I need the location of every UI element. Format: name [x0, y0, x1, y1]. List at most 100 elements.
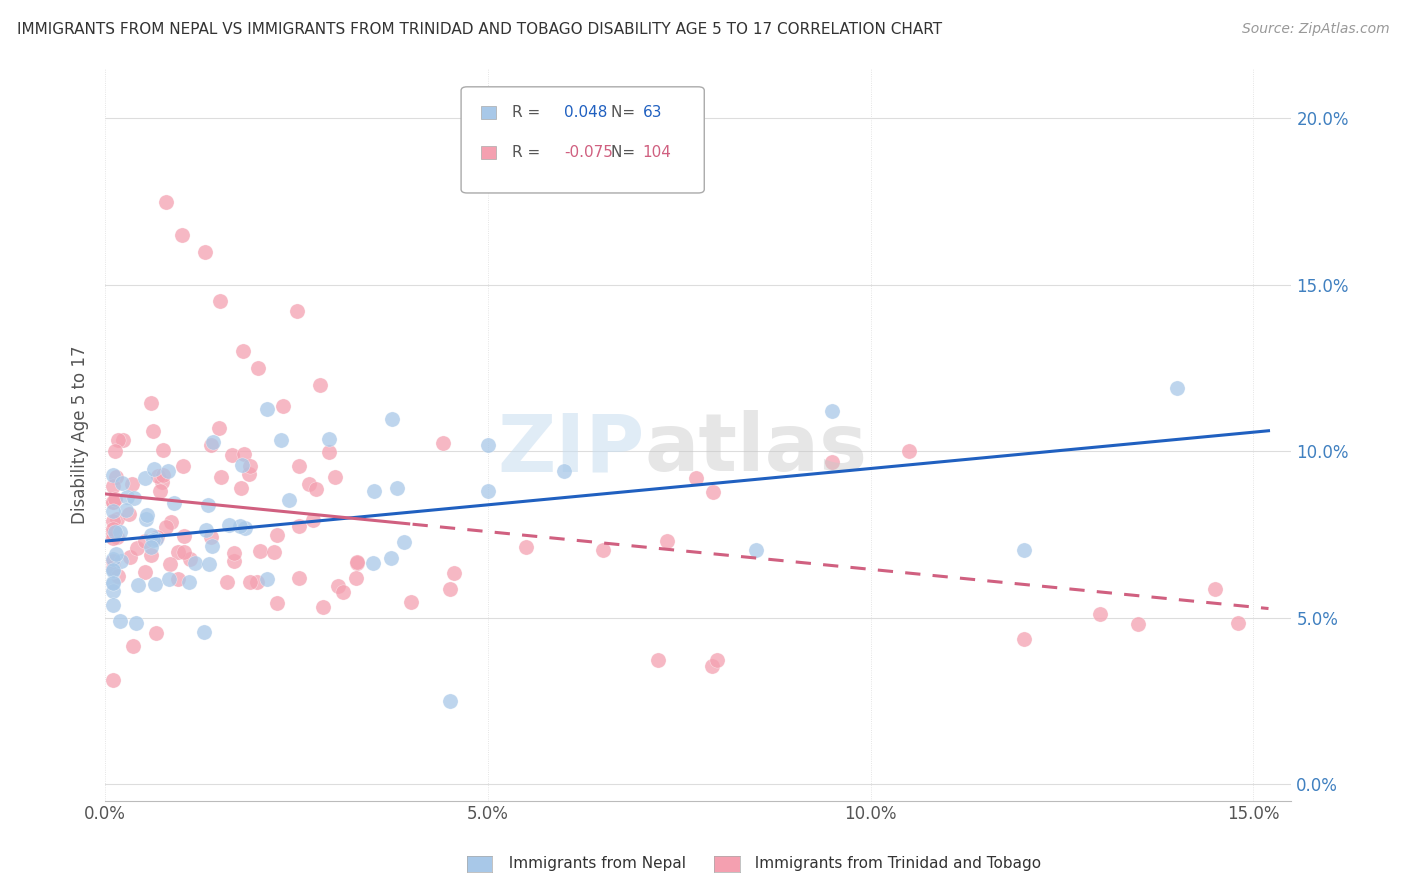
Point [101, 522, 124, 536]
Point [266, 528, 288, 542]
Point [215, 574, 238, 589]
Point [115, 490, 138, 504]
Point [195, 524, 218, 538]
Point [305, 482, 328, 496]
Point [685, 471, 707, 485]
Point [179, 574, 201, 589]
Point [363, 556, 385, 570]
Point [201, 434, 224, 449]
Point [266, 596, 288, 610]
Point [101, 563, 124, 577]
Point [439, 582, 461, 596]
Point [401, 595, 423, 609]
Point [101, 584, 124, 599]
Point [104, 443, 127, 458]
Text: atlas: atlas [645, 410, 868, 488]
Point [702, 485, 724, 500]
Point [142, 533, 165, 548]
Point [285, 304, 308, 318]
Point [256, 402, 278, 417]
Point [271, 399, 294, 413]
Point [101, 479, 124, 493]
Point [821, 454, 844, 468]
Point [387, 482, 409, 496]
Point [288, 518, 311, 533]
Point [208, 294, 231, 309]
Point [159, 557, 181, 571]
Point [101, 515, 124, 529]
Point [197, 498, 219, 512]
Point [134, 533, 156, 548]
Point [318, 432, 340, 446]
Point [118, 549, 141, 564]
Point [143, 461, 166, 475]
Point [657, 534, 679, 549]
Point [152, 468, 174, 483]
Text: 104: 104 [643, 145, 672, 161]
Point [1088, 607, 1111, 621]
Point [101, 467, 124, 482]
Text: Immigrants from Nepal: Immigrants from Nepal [499, 856, 686, 871]
Point [101, 494, 124, 508]
Point [101, 551, 124, 566]
Point [232, 447, 254, 461]
Point [477, 483, 499, 498]
Point [125, 616, 148, 631]
Point [156, 464, 179, 478]
Point [647, 653, 669, 667]
Point [152, 442, 174, 457]
Point [200, 438, 222, 452]
Point [332, 585, 354, 599]
Point [139, 528, 162, 542]
Point [256, 572, 278, 586]
Point [346, 555, 368, 569]
Point [101, 598, 124, 612]
Point [179, 551, 201, 566]
Point [346, 556, 368, 570]
Text: N=: N= [610, 145, 640, 161]
Point [108, 614, 131, 628]
Point [221, 448, 243, 462]
Point [121, 477, 143, 491]
Point [515, 541, 537, 555]
Text: ZIP: ZIP [498, 410, 645, 488]
Point [288, 458, 311, 473]
Text: R =: R = [512, 145, 546, 161]
Point [104, 470, 127, 484]
Point [101, 565, 124, 579]
Point [439, 694, 461, 708]
Point [1204, 582, 1226, 597]
Point [127, 578, 149, 592]
Point [344, 570, 367, 584]
Point [247, 361, 270, 376]
Point [231, 458, 253, 473]
Point [249, 544, 271, 558]
Text: N=: N= [610, 105, 640, 120]
Point [115, 502, 138, 516]
Point [125, 541, 148, 555]
Point [110, 475, 132, 490]
Point [1128, 616, 1150, 631]
Point [208, 421, 231, 435]
Point [194, 244, 217, 259]
Point [1226, 616, 1249, 631]
Point [101, 553, 124, 567]
Y-axis label: Disability Age 5 to 17: Disability Age 5 to 17 [72, 345, 89, 524]
Point [235, 521, 257, 535]
Point [432, 435, 454, 450]
Point [157, 572, 180, 586]
Point [193, 624, 215, 639]
Point [706, 653, 728, 667]
Point [224, 553, 246, 567]
Point [103, 525, 125, 540]
Point [117, 507, 139, 521]
Point [101, 531, 124, 545]
Point [101, 575, 124, 590]
FancyBboxPatch shape [481, 106, 496, 119]
Point [105, 530, 128, 544]
Point [167, 545, 190, 559]
Point [229, 518, 252, 533]
Point [312, 599, 335, 614]
Point [134, 471, 156, 485]
Point [198, 557, 221, 571]
